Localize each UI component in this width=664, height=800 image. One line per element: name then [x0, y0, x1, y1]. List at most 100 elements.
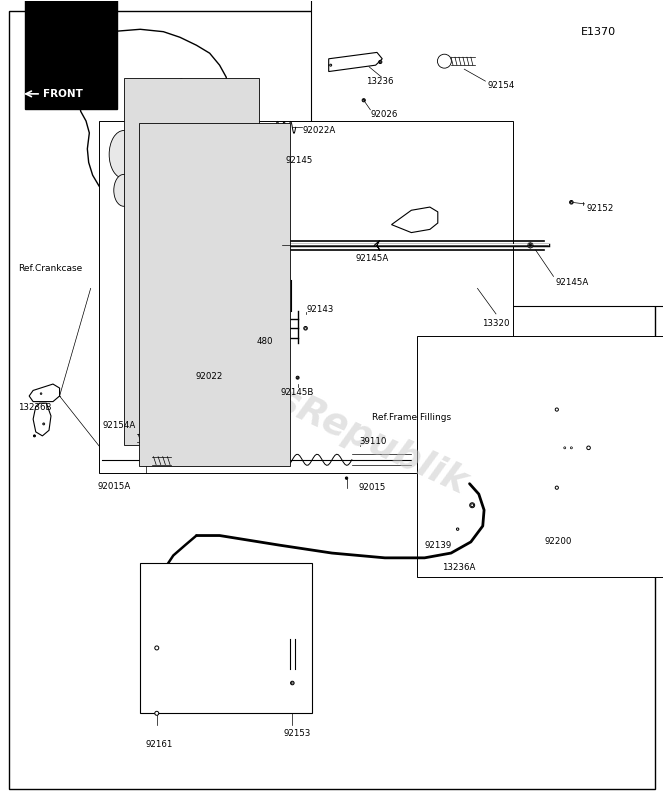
Circle shape [438, 54, 452, 68]
Circle shape [570, 201, 573, 204]
Circle shape [296, 376, 299, 379]
Circle shape [179, 79, 183, 83]
Circle shape [564, 447, 566, 449]
Circle shape [363, 99, 365, 101]
Circle shape [554, 407, 559, 412]
Circle shape [41, 393, 42, 394]
Bar [99, 121, 513, 474]
Text: 13236B: 13236B [18, 403, 51, 413]
Circle shape [563, 446, 566, 450]
Text: 39110: 39110 [360, 437, 387, 446]
Text: 13320: 13320 [482, 319, 510, 328]
Circle shape [471, 504, 473, 506]
Text: E1370: E1370 [581, 27, 616, 37]
Polygon shape [392, 207, 438, 233]
Circle shape [555, 486, 558, 490]
Text: 92145B: 92145B [281, 387, 314, 397]
Bar [311, 0, 664, 306]
Circle shape [210, 361, 213, 363]
Wedge shape [527, 245, 531, 246]
Text: 13236: 13236 [366, 78, 393, 86]
Text: Ref.Frame Fillings: Ref.Frame Fillings [372, 413, 451, 422]
Text: 92200: 92200 [544, 538, 572, 546]
Ellipse shape [171, 146, 187, 175]
Circle shape [570, 447, 572, 449]
Circle shape [155, 646, 159, 650]
Bar [139, 562, 312, 714]
Circle shape [43, 423, 44, 425]
Circle shape [143, 114, 157, 128]
Circle shape [456, 527, 459, 531]
Circle shape [570, 446, 573, 450]
Text: 92154: 92154 [487, 82, 515, 90]
Circle shape [210, 360, 214, 364]
Text: 92022: 92022 [196, 371, 223, 381]
Text: 92143: 92143 [307, 306, 334, 314]
Text: 92154A: 92154A [102, 421, 135, 430]
Circle shape [155, 711, 159, 715]
Circle shape [330, 64, 332, 66]
Wedge shape [531, 246, 533, 248]
Text: 92145: 92145 [286, 156, 313, 166]
Text: FRONT: FRONT [42, 89, 82, 99]
Circle shape [379, 61, 381, 63]
Circle shape [270, 150, 272, 152]
Circle shape [33, 435, 35, 437]
Ellipse shape [157, 176, 173, 205]
Circle shape [570, 202, 572, 203]
Circle shape [270, 150, 273, 153]
Text: 92145A: 92145A [556, 278, 589, 286]
Bar [124, 78, 259, 445]
Circle shape [305, 327, 307, 330]
Circle shape [554, 486, 559, 490]
Wedge shape [531, 243, 533, 246]
Polygon shape [181, 159, 205, 178]
Circle shape [180, 79, 183, 82]
Circle shape [34, 435, 35, 436]
Text: 92015A: 92015A [97, 482, 130, 490]
Text: 92153: 92153 [284, 729, 311, 738]
Circle shape [469, 502, 475, 508]
Circle shape [528, 243, 533, 247]
Text: 92152: 92152 [586, 204, 614, 213]
Circle shape [378, 60, 382, 63]
Circle shape [303, 326, 307, 330]
Text: 480: 480 [256, 337, 273, 346]
Circle shape [362, 98, 365, 102]
Wedge shape [530, 242, 531, 246]
Circle shape [291, 682, 294, 685]
Circle shape [345, 477, 348, 479]
Circle shape [42, 423, 44, 425]
Polygon shape [181, 122, 208, 145]
Bar [25, 0, 117, 109]
Polygon shape [78, 30, 228, 213]
Text: 92145A: 92145A [355, 254, 388, 262]
Text: 92139: 92139 [424, 541, 452, 550]
Polygon shape [179, 87, 210, 111]
Circle shape [144, 114, 156, 127]
Text: 92161: 92161 [145, 740, 173, 749]
Wedge shape [531, 245, 533, 246]
Wedge shape [530, 246, 531, 248]
Ellipse shape [114, 174, 133, 206]
Circle shape [297, 377, 298, 378]
Polygon shape [329, 53, 382, 71]
Text: 92015: 92015 [359, 483, 386, 492]
Polygon shape [29, 384, 60, 402]
Polygon shape [33, 403, 51, 436]
Circle shape [291, 682, 293, 684]
Ellipse shape [148, 137, 175, 185]
Circle shape [329, 63, 333, 67]
Circle shape [586, 445, 592, 450]
Bar [416, 336, 664, 577]
Text: 13236A: 13236A [442, 563, 475, 572]
Polygon shape [489, 386, 626, 510]
Wedge shape [528, 246, 531, 248]
Bar [139, 122, 290, 466]
Text: Ref.Crankcase: Ref.Crankcase [18, 264, 82, 273]
Circle shape [529, 244, 531, 246]
Circle shape [456, 528, 459, 530]
Ellipse shape [135, 175, 155, 210]
Wedge shape [528, 243, 531, 246]
Ellipse shape [109, 130, 138, 178]
